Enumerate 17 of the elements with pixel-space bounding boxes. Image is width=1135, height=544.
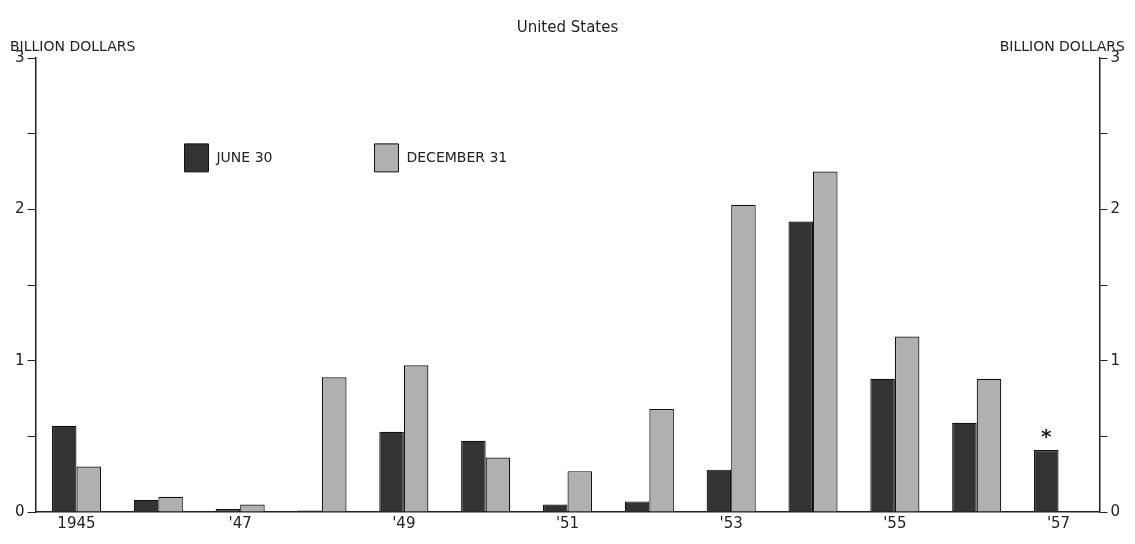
x-tick-label: '55 xyxy=(883,513,907,532)
y-tick-label: 1 xyxy=(15,350,25,369)
chart-title: United States xyxy=(516,18,619,37)
x-tick-label: '47 xyxy=(228,513,252,532)
y-tick-label: 0 xyxy=(15,501,25,520)
annotation: * xyxy=(1041,424,1053,449)
legend-label: DECEMBER 31 xyxy=(406,148,508,165)
x-tick-label: '53 xyxy=(719,513,743,532)
y2-tick-label: 1 xyxy=(1110,350,1120,369)
y-tick-label: 2 xyxy=(15,199,25,218)
y2-tick-label: 0 xyxy=(1110,501,1120,520)
x-tick-label: 1945 xyxy=(57,513,96,532)
x-tick-label: '57 xyxy=(1046,513,1071,532)
x-tick-label: '49 xyxy=(392,513,416,532)
x-tick-label: '51 xyxy=(555,513,580,532)
legend-label: JUNE 30 xyxy=(215,148,273,165)
y2-tick-label: 2 xyxy=(1110,199,1120,218)
